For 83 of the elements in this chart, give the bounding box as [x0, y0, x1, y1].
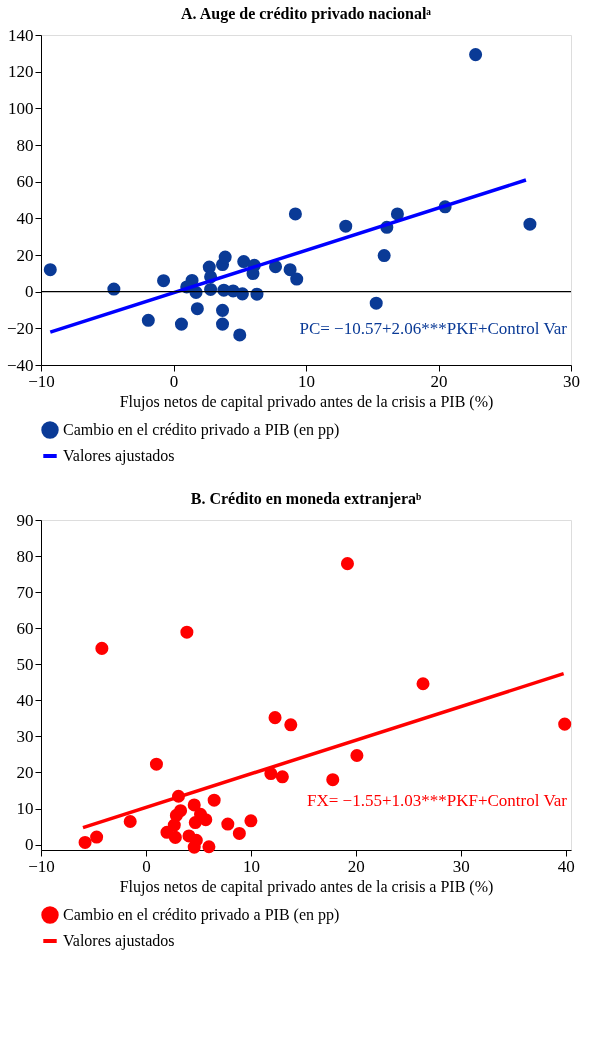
x-tick-label: 20 [347, 856, 365, 876]
point [216, 303, 230, 317]
y-tick-label: 50 [16, 654, 34, 674]
x-tick-label: 30 [452, 856, 470, 876]
point [78, 835, 92, 849]
annotation: PC= −10.57+2.06***PKF+Control Var [299, 318, 568, 338]
y-tick-label: 100 [8, 98, 34, 118]
x-tick-label: 20 [430, 371, 448, 391]
point [377, 249, 391, 263]
y-tick-label: 10 [16, 799, 34, 819]
point [290, 272, 304, 286]
point [207, 793, 221, 807]
y-tick-label: 90 [16, 510, 34, 530]
point [340, 557, 354, 571]
point [190, 302, 204, 316]
point [237, 255, 251, 269]
point [390, 207, 404, 221]
point [469, 48, 483, 62]
y-tick-label: 120 [8, 62, 34, 82]
point [95, 641, 109, 655]
point [218, 250, 232, 264]
y-tick-label: 40 [16, 208, 34, 228]
y-tick-label: 140 [8, 25, 34, 45]
annotation: FX= −1.55+1.03***PKF+Control Var [306, 790, 568, 810]
point [232, 826, 246, 840]
y-tick-label: 80 [16, 135, 34, 155]
point [141, 313, 155, 327]
x-tick-label: 30 [563, 371, 580, 391]
point [123, 815, 137, 829]
point [43, 263, 57, 277]
chart-title: B. Crédito en moneda extranjeraᵇ [190, 490, 422, 508]
point [90, 830, 104, 844]
point [180, 625, 194, 639]
point [350, 749, 364, 763]
point [168, 830, 182, 844]
point [216, 317, 230, 331]
point [157, 274, 171, 288]
y-tick-label: 30 [16, 726, 34, 746]
point [233, 328, 247, 342]
point [244, 814, 258, 828]
point [275, 770, 289, 784]
point [558, 717, 572, 731]
x-tick-label: −10 [28, 856, 55, 876]
point [199, 813, 213, 827]
y-tick-label: 20 [16, 762, 34, 782]
point [202, 840, 216, 854]
point [326, 773, 340, 787]
y-tick-label: 60 [16, 172, 34, 192]
legend-label: Valores ajustados [63, 447, 175, 465]
chart-title: A. Auge de crédito privado nacionalᵃ [180, 5, 432, 23]
point [288, 207, 302, 221]
point [283, 263, 297, 277]
point [187, 798, 201, 812]
point [339, 219, 353, 233]
y-tick-label: −20 [6, 318, 34, 338]
y-tick-label: 0 [25, 835, 34, 855]
point [369, 296, 383, 310]
point [523, 217, 537, 231]
legend-label: Valores ajustados [63, 932, 175, 950]
point [149, 757, 163, 771]
x-axis-title: Flujos netos de capital privado antes de la crisis a PIB (%) [119, 392, 494, 411]
point [416, 677, 430, 691]
y-tick-label: 0 [25, 282, 34, 302]
point [174, 804, 188, 818]
y-tick-label: 70 [16, 582, 34, 602]
y-tick-label: 60 [16, 618, 34, 638]
point [174, 317, 188, 331]
legend-label: Cambio en el crédito privado a PIB (en pp) [63, 421, 340, 439]
x-tick-label: 0 [169, 371, 179, 391]
point [284, 718, 298, 732]
x-tick-label: 40 [557, 856, 575, 876]
y-tick-label: 80 [16, 546, 34, 566]
point [187, 840, 201, 854]
point [268, 711, 282, 725]
y-tick-label: 40 [16, 690, 34, 710]
x-tick-label: 0 [142, 856, 151, 876]
x-tick-label: 10 [242, 856, 260, 876]
legend-label: Cambio en el crédito privado a PIB (en pp) [63, 906, 340, 924]
point [221, 817, 235, 831]
x-axis-title: Flujos netos de capital privado antes de la crisis a PIB (%) [119, 877, 494, 896]
point [204, 282, 218, 296]
x-tick-label: 10 [298, 371, 315, 391]
y-tick-label: 20 [16, 245, 34, 265]
